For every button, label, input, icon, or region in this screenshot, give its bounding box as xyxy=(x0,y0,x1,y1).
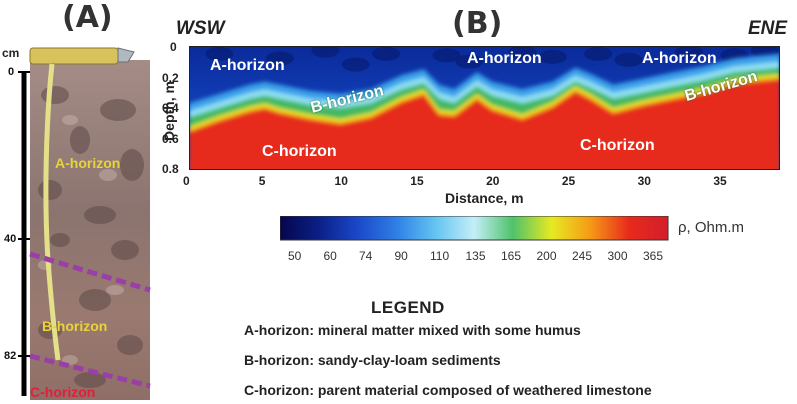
colorbar-tick-label: 50 xyxy=(288,249,302,263)
a-horizon-texture xyxy=(205,46,779,72)
photo-label-c-horizon: C-horizon xyxy=(30,384,96,400)
resistivity-section xyxy=(189,46,780,170)
panel-a-label: (A) xyxy=(62,0,113,35)
low-resistivity-patch xyxy=(614,52,643,67)
y-tick-label: 0.8 xyxy=(162,162,179,176)
bc-boundary-line xyxy=(29,353,151,389)
colorbar-tick-label: 200 xyxy=(536,249,557,263)
x-tick-label: 35 xyxy=(713,174,727,188)
soil-texture xyxy=(38,86,144,388)
low-resistivity-patch xyxy=(311,46,340,58)
c-horizon-zone xyxy=(189,80,780,170)
colorbar-tick-label: 135 xyxy=(465,249,486,263)
section-label-a-horizon-2: A-horizon xyxy=(467,50,542,67)
soil-pit-photo xyxy=(18,47,151,400)
y-tick-label: 0.4 xyxy=(162,101,179,115)
colorbar-tick-label: 165 xyxy=(501,249,522,263)
depth-tick-82: 82 xyxy=(4,350,17,362)
x-tick-label: 10 xyxy=(334,174,348,188)
section-label-a-horizon-1: A-horizon xyxy=(210,57,285,74)
measuring-tape xyxy=(43,63,61,361)
x-tick-label: 25 xyxy=(561,174,576,188)
section-label-c-horizon-2: C-horizon xyxy=(580,137,655,154)
legend-title: LEGEND xyxy=(371,298,445,317)
direction-wsw: WSW xyxy=(176,18,225,39)
y-tick-label: 0.2 xyxy=(162,71,179,85)
x-tick-label: 0 xyxy=(183,174,190,188)
direction-ene: ENE xyxy=(748,18,788,39)
colorbar xyxy=(280,216,669,241)
colorbar-tick-labels: 50 60 74 90 110 135 165 200 245 300 365 xyxy=(0,249,797,265)
low-resistivity-patch xyxy=(372,46,400,61)
colorbar-label: ρ, Ohm.m xyxy=(678,219,745,236)
panel-b-label: (B) xyxy=(452,6,503,41)
colorbar-tick-label: 90 xyxy=(394,249,408,263)
low-resistivity-patch xyxy=(675,46,704,60)
depth-tick-40: 40 xyxy=(4,233,17,245)
colorbar-tick-label: 110 xyxy=(430,249,450,263)
low-resistivity-patch xyxy=(341,57,370,72)
colorbar-tick-label: 300 xyxy=(607,249,628,263)
low-resistivity-patch xyxy=(584,46,613,61)
colorbar-tick-label: 74 xyxy=(359,249,373,263)
low-resistivity-patch xyxy=(508,46,537,60)
x-tick-label: 30 xyxy=(637,174,651,188)
x-tick-label: 20 xyxy=(486,174,500,188)
low-resistivity-patch xyxy=(265,51,294,66)
low-resistivity-patch xyxy=(455,54,484,69)
low-resistivity-patch xyxy=(205,46,234,61)
legend-item-a-horizon: A-horizon: mineral matter mixed with som… xyxy=(244,322,581,338)
low-resistivity-patch xyxy=(538,49,567,64)
legend-item-b-horizon: B-horizon: sandy-clay-loam sediments xyxy=(244,352,501,368)
photo-label-b-horizon: B-horizon xyxy=(42,318,108,334)
colorbar-tick-label: 365 xyxy=(643,249,664,263)
y-tick-label: 0.6 xyxy=(162,132,179,146)
y-tick-label: 0 xyxy=(170,40,177,54)
legend-item-c-horizon: C-horizon: parent material composed of w… xyxy=(244,382,652,398)
colorbar-tick-label: 245 xyxy=(572,249,593,263)
colorbar-tick-label: 60 xyxy=(323,249,337,263)
section-label-a-horizon-3: A-horizon xyxy=(642,50,717,67)
depth-unit-label: cm xyxy=(2,46,20,60)
x-tick-label: 5 xyxy=(258,174,266,188)
x-tick-labels: 0 5 10 15 20 25 30 35 xyxy=(0,174,797,190)
x-tick-label: 15 xyxy=(410,174,424,188)
tape-measure-case xyxy=(29,47,119,65)
depth-tick-0: 0 xyxy=(8,66,15,78)
ab-boundary-line xyxy=(29,251,151,293)
low-resistivity-patch xyxy=(432,48,461,63)
x-axis-title: Distance, m xyxy=(445,190,524,206)
photo-label-a-horizon: A-horizon xyxy=(55,155,121,171)
section-label-c-horizon-1: C-horizon xyxy=(262,143,337,160)
